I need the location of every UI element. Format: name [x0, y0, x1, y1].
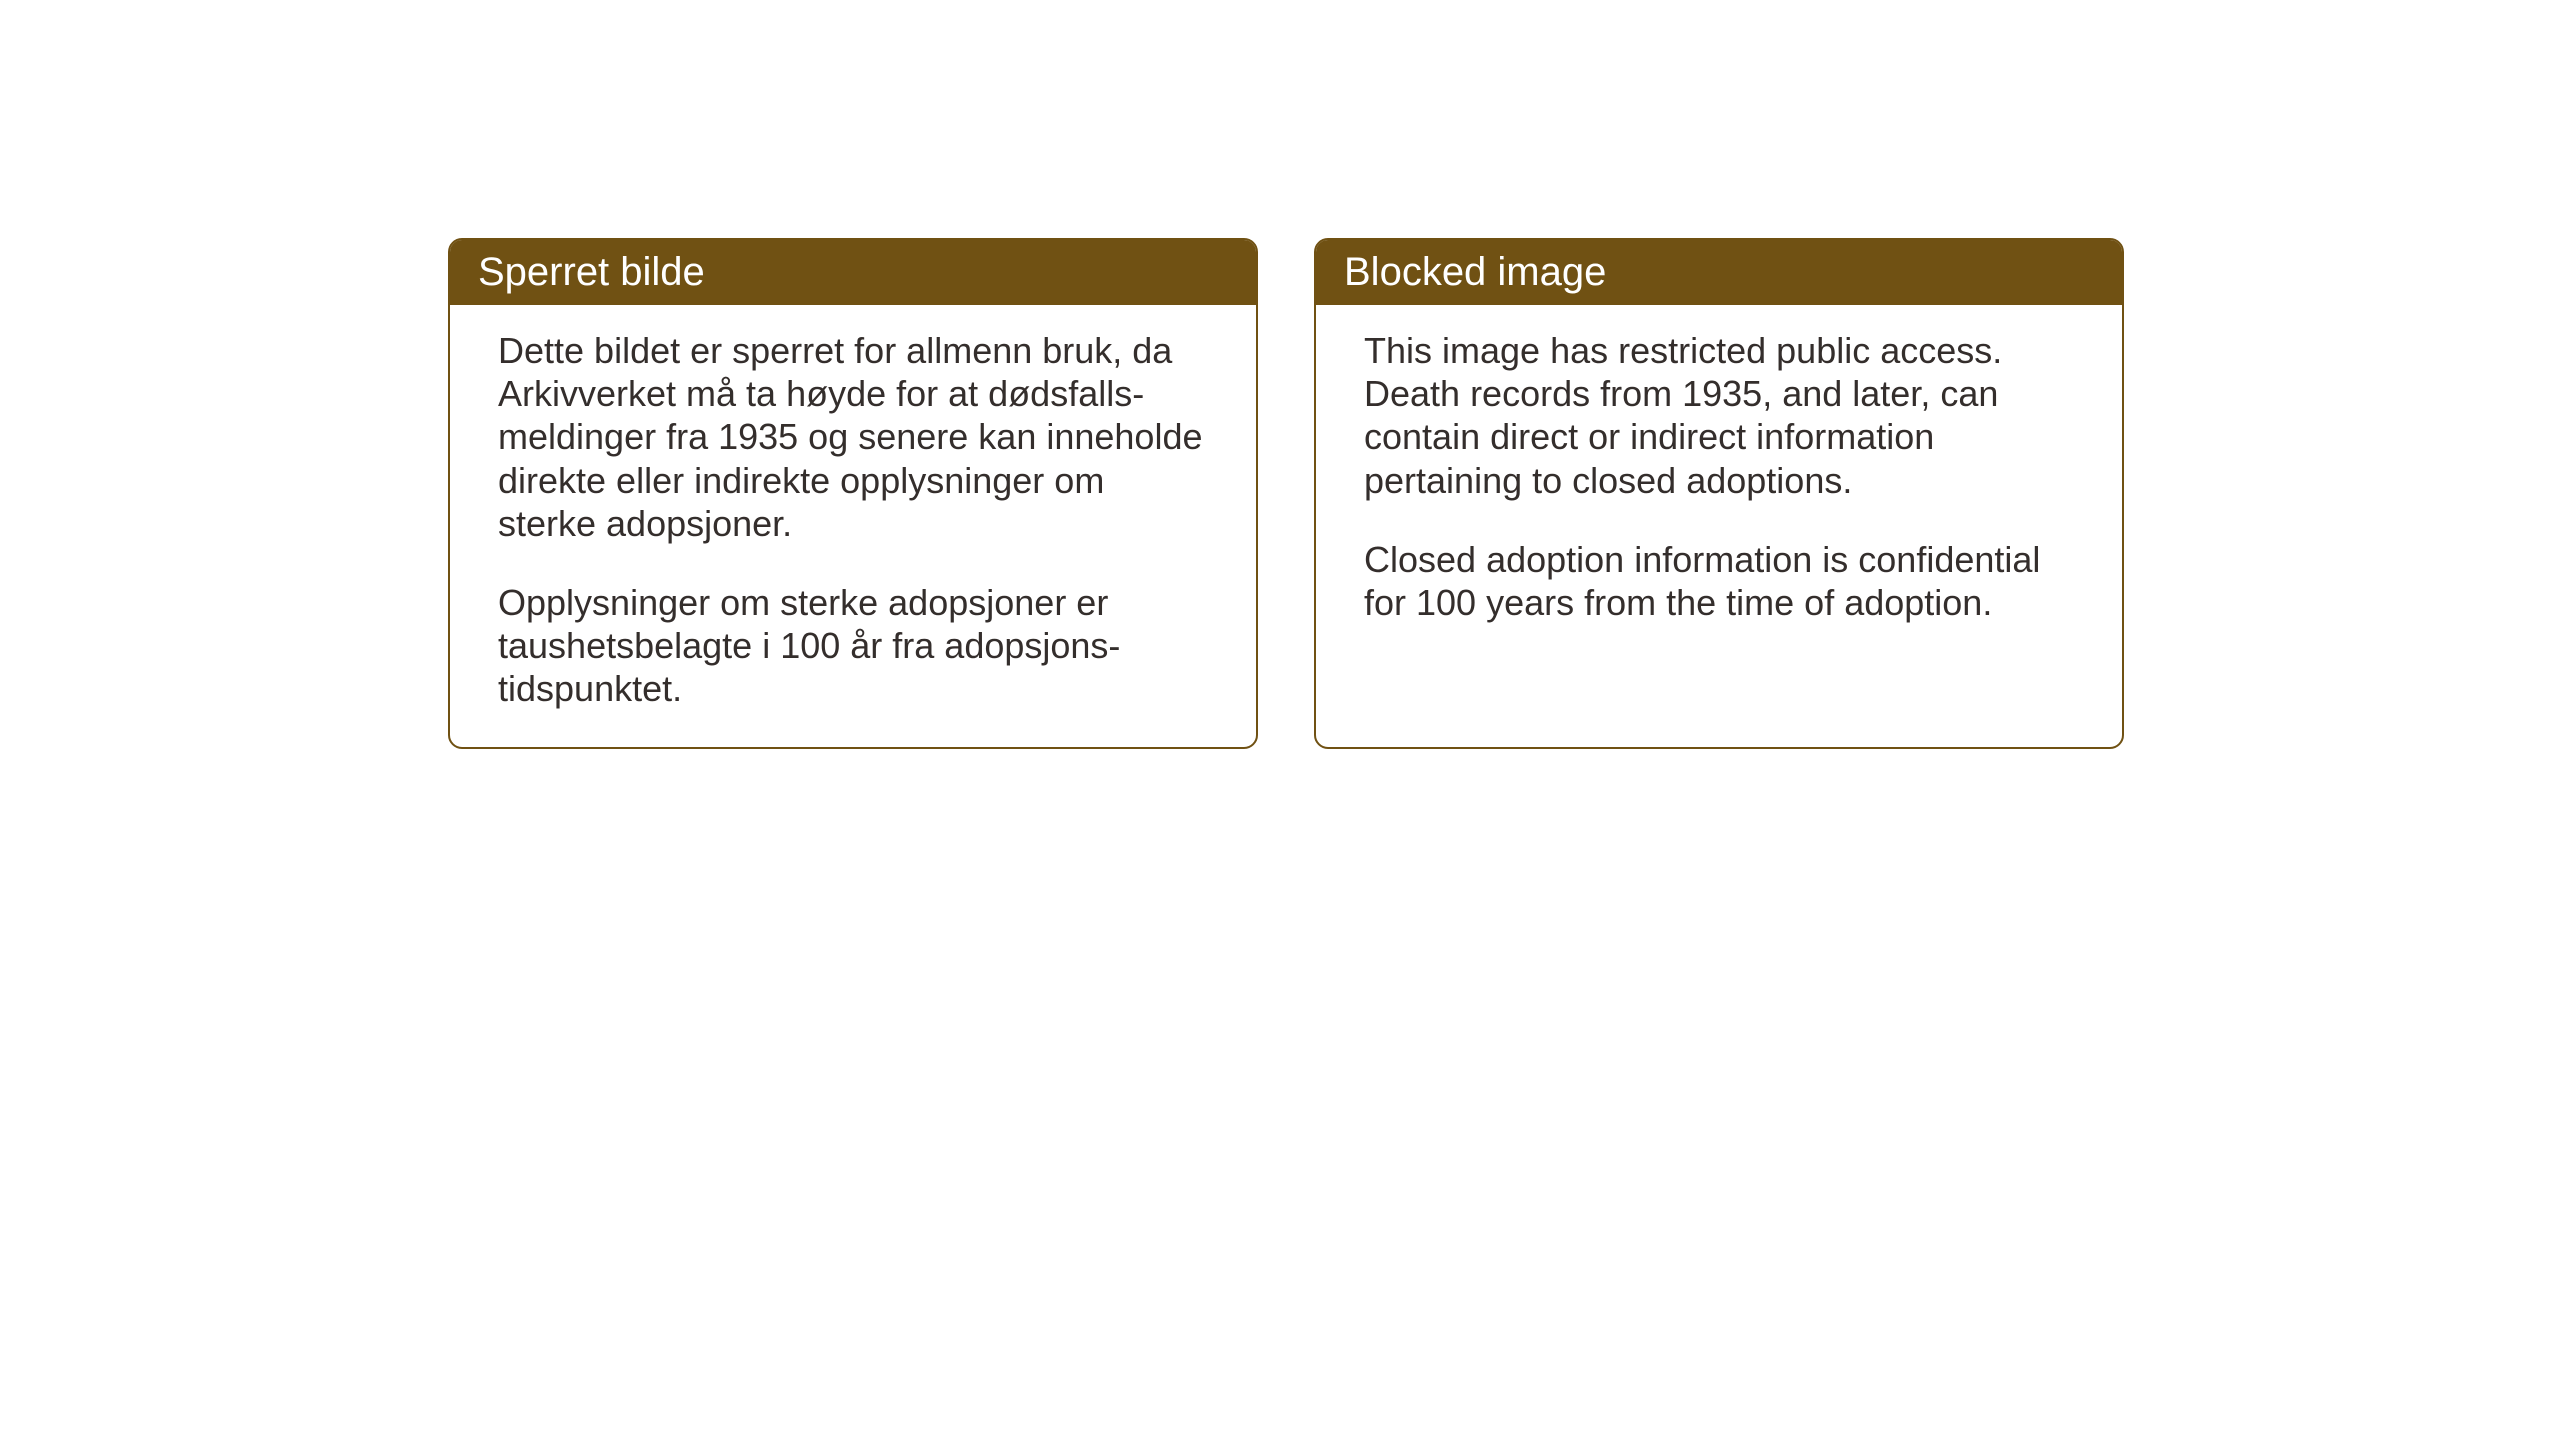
card-paragraph: Opplysninger om sterke adopsjoner er tau…	[498, 581, 1208, 711]
card-header-english: Blocked image	[1316, 240, 2122, 305]
card-paragraph: Closed adoption information is confident…	[1364, 538, 2074, 624]
card-body-norwegian: Dette bildet er sperret for allmenn bruk…	[450, 305, 1256, 747]
card-header-norwegian: Sperret bilde	[450, 240, 1256, 305]
notice-card-norwegian: Sperret bilde Dette bildet er sperret fo…	[448, 238, 1258, 749]
card-title: Blocked image	[1344, 250, 1606, 294]
card-title: Sperret bilde	[478, 250, 705, 294]
card-paragraph: Dette bildet er sperret for allmenn bruk…	[498, 329, 1208, 545]
notice-cards-container: Sperret bilde Dette bildet er sperret fo…	[448, 238, 2124, 749]
card-body-english: This image has restricted public access.…	[1316, 305, 2122, 660]
notice-card-english: Blocked image This image has restricted …	[1314, 238, 2124, 749]
card-paragraph: This image has restricted public access.…	[1364, 329, 2074, 502]
